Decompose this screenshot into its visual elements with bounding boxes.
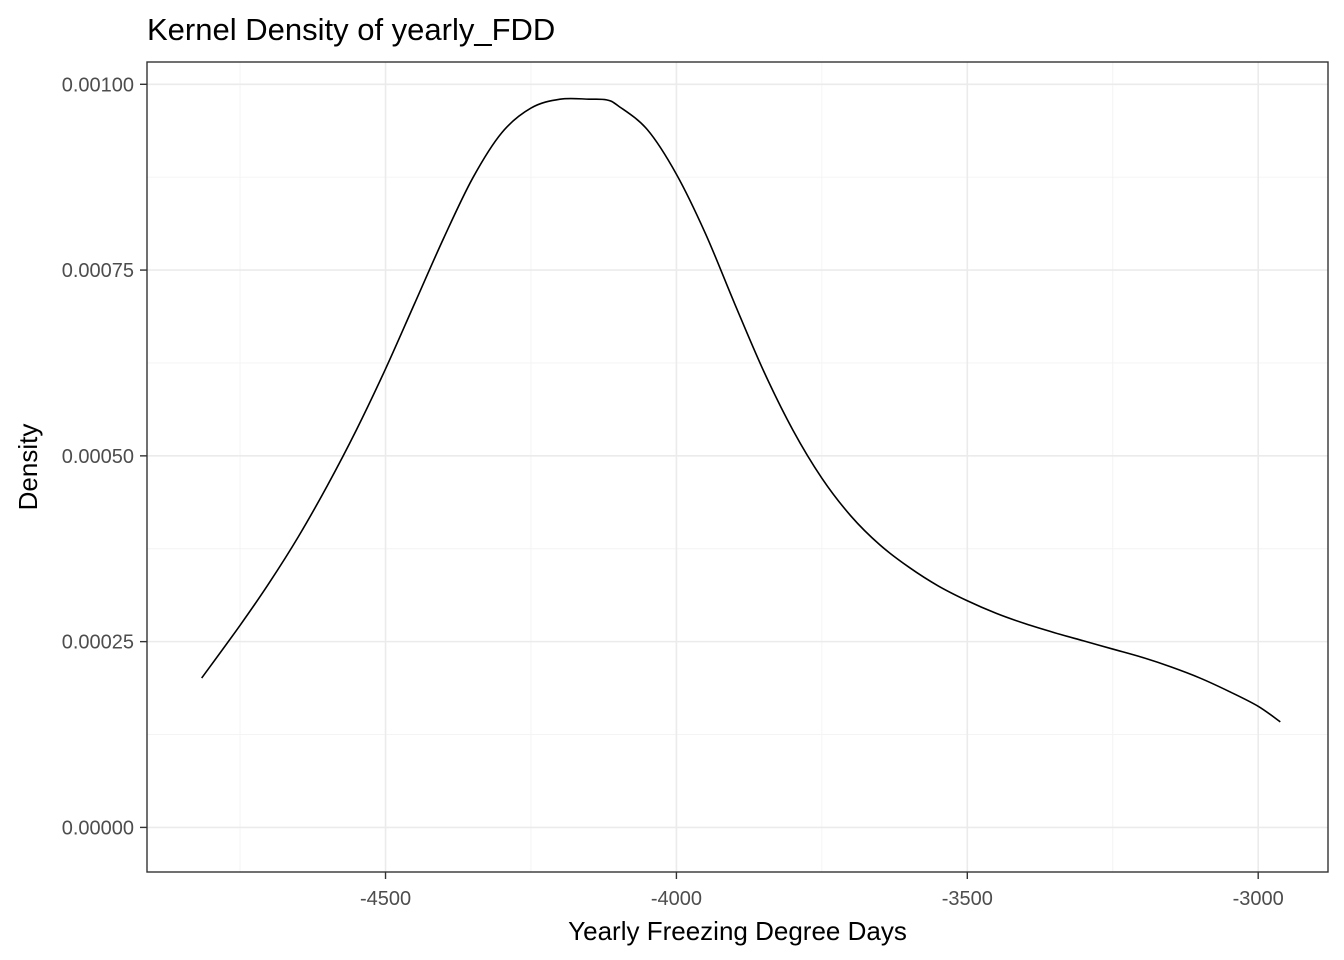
minor-gridlines-x: [239, 62, 1114, 872]
y-axis-tick-labels: 0.00000 0.00025 0.00050 0.00075 0.00100: [62, 74, 134, 839]
x-tick-label: -3000: [1233, 888, 1284, 910]
panel-border: [146, 61, 1329, 873]
y-tick-label: 0.00050: [62, 446, 134, 468]
major-gridlines-x: [384, 62, 1259, 872]
y-axis-ticks: [140, 83, 147, 829]
x-axis-title: Yearly Freezing Degree Days: [568, 916, 907, 946]
x-tick-label: -3500: [942, 888, 993, 910]
y-axis-title: Density: [13, 424, 43, 511]
chart-title: Kernel Density of yearly_FDD: [147, 12, 555, 47]
x-tick-label: -4000: [651, 888, 702, 910]
y-tick-label: 0.00075: [62, 260, 134, 282]
major-gridlines-y: [147, 83, 1328, 829]
y-tick-label: 0.00100: [62, 74, 134, 96]
x-axis-ticks: [384, 872, 1259, 879]
y-tick-label: 0.00025: [62, 632, 134, 654]
y-tick-label: 0.00000: [62, 817, 134, 839]
minor-gridlines-y: [147, 176, 1328, 735]
density-line: [201, 97, 1281, 723]
x-axis-tick-labels: -4500 -4000 -3500 -3000: [360, 888, 1284, 910]
x-tick-label: -4500: [360, 888, 411, 910]
